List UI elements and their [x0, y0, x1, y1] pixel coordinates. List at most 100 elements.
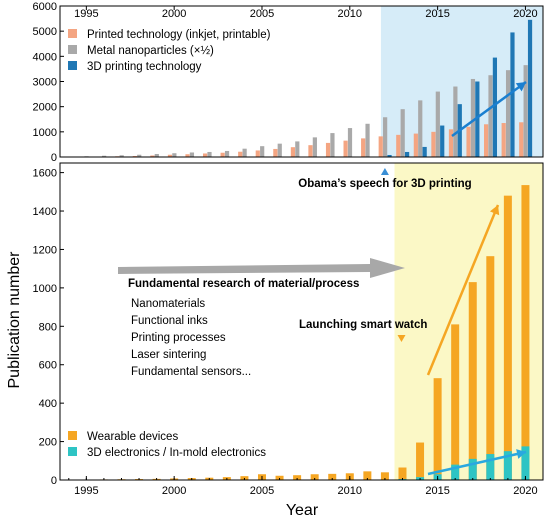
bottom-x-tick-label-2005: 2005	[250, 485, 274, 497]
wearable-trend-arrow	[426, 204, 500, 376]
fundamental-item: Nanomaterials	[131, 298, 205, 310]
top-bar-metal-2015	[435, 91, 440, 157]
top-y-tick-label-2000: 2000	[33, 102, 57, 114]
bottom-bar-wearable-2011	[363, 471, 372, 480]
y-axis-label: Publication number	[6, 251, 23, 389]
bottom-bar-wearable-2019	[503, 195, 512, 480]
3d-electronics-trend-arrow-head	[516, 449, 526, 459]
obama-triangle-marker	[380, 168, 389, 175]
top-bar-metal-1996	[102, 155, 107, 157]
bottom-bar-wearable-2016	[451, 324, 460, 480]
bottom-bar-wearable-2018	[486, 256, 495, 480]
top-bar-metal-2014	[418, 100, 423, 158]
fundamental-item: Laser sintering	[131, 349, 206, 361]
top-x-tick-label-2015: 2015	[425, 8, 449, 20]
top-bar-printed-2008	[308, 145, 313, 157]
bottom-panel-frame	[59, 162, 544, 481]
bottom-panel-highlight-region	[394, 163, 543, 480]
legend-label-metal: Metal nanoparticles (×½)	[87, 45, 214, 57]
top-bar-printed-2010	[343, 140, 348, 157]
top-bar-metal-2004	[242, 148, 247, 157]
top-y-tick-label-3000: 3000	[33, 77, 57, 89]
bottom-bar-wearable-2009	[328, 473, 337, 480]
top-bar-metal-2005	[260, 146, 265, 157]
legend-label-wearable: Wearable devices	[87, 431, 178, 443]
top-bar-printed-2009	[325, 142, 331, 157]
top-y-tick-label-0: 0	[51, 152, 57, 164]
top-bar-printed-2016	[448, 129, 454, 157]
top-y-tick-label-5000: 5000	[33, 26, 57, 38]
bottom-x-tick-label-2010: 2010	[338, 485, 362, 497]
legend-swatch-printed	[68, 29, 77, 38]
top-bar-printed-2019	[501, 123, 506, 157]
legend-label-3d-printing: 3D printing technology	[87, 61, 202, 73]
wearable-trend-arrow-head	[489, 205, 500, 216]
bottom-bar-3d-electronics-2020	[521, 446, 530, 480]
top-bar-3d-2018	[492, 57, 498, 158]
top-bar-printed-1998	[132, 155, 137, 157]
top-bar-printed-1999	[150, 155, 155, 157]
annotations: Obama’s speech for 3D printing Fundament…	[118, 80, 527, 476]
top-bar-3d-2012	[387, 154, 392, 157]
fundamental-research-title: Fundamental research of material/process	[128, 278, 359, 290]
top-bar-3d-2019	[510, 32, 515, 157]
top-bar-metal-1997	[119, 155, 124, 157]
top-3d-printing-trend-arrow-head	[515, 82, 526, 92]
legend-label-3d-electronics: 3D electronics / In-mold electronics	[87, 447, 266, 459]
fundamental-research-list: Nanomaterials Functional inks Printing pro…	[131, 298, 251, 378]
top-bar-3d-2014	[422, 146, 427, 157]
bottom-y-tick-label-1600: 1600	[33, 168, 57, 180]
top-x-tick-label-1995: 1995	[74, 8, 98, 20]
bottom-y-tick-label-400: 400	[39, 398, 57, 410]
top-bar-printed-2000	[167, 154, 173, 157]
fundamental-research-arrow	[118, 258, 405, 278]
x-axis-label: Year	[286, 502, 319, 519]
top-panel-axes: 1995 2000 2005 2010 2015 2020 0 1000 2000 3000 400…	[33, 1, 538, 164]
legend-label-printed: Printed technology (inkjet, printable)	[87, 29, 271, 41]
legend-swatch-3d-electronics	[68, 447, 77, 456]
bottom-bar-3d-electronics-2016	[451, 464, 460, 480]
top-bar-metal-2002	[207, 151, 212, 157]
top-bar-printed-2018	[484, 124, 489, 157]
top-bar-printed-2014	[413, 133, 418, 157]
top-bar-printed-2020	[519, 122, 524, 157]
fundamental-item: Printing processes	[131, 332, 226, 344]
bottom-bar-3d-electronics-2018	[486, 454, 495, 480]
top-bar-metal-1998	[137, 154, 142, 157]
top-x-tick-label-2005: 2005	[250, 8, 274, 20]
bottom-bar-wearable-2008	[310, 474, 319, 480]
top-bar-3d-2020	[527, 19, 533, 158]
top-bar-printed-2012	[378, 136, 383, 157]
fundamental-item: Functional inks	[131, 315, 208, 327]
top-bar-3d-2017	[475, 81, 480, 157]
top-bar-metal-2008	[312, 137, 317, 157]
top-bar-printed-2013	[396, 134, 401, 157]
bottom-bar-wearable-2012	[380, 472, 389, 480]
top-bar-printed-2015	[431, 131, 436, 157]
top-bar-metal-2009	[330, 133, 335, 157]
top-bar-metal-2017	[470, 78, 476, 157]
bottom-y-tick-label-800: 800	[39, 321, 57, 333]
legend-swatch-metal	[68, 45, 77, 54]
bottom-x-tick-label-2015: 2015	[425, 485, 449, 497]
top-bar-metal-2001	[189, 152, 195, 157]
bottom-bar-3d-electronics-2019	[503, 451, 512, 480]
top-bar-metal-2000	[172, 153, 177, 157]
top-bar-metal-2006	[277, 143, 282, 157]
legend-swatch-3d-printing	[68, 61, 77, 70]
bottom-bar-wearable-2006	[275, 475, 284, 480]
bottom-y-tick-label-1400: 1400	[33, 206, 57, 218]
bottom-bar-3d-electronics-2017	[468, 458, 477, 480]
top-bar-3d-2013	[404, 151, 410, 157]
3d-electronics-trend-arrow	[427, 450, 527, 476]
bottom-panel-bars	[82, 185, 530, 480]
top-bar-printed-2001	[185, 154, 190, 157]
top-bar-printed-2011	[361, 138, 366, 157]
legend-swatch-wearable	[68, 431, 77, 440]
bottom-bar-wearable-2014	[416, 442, 425, 480]
bottom-y-tick-label-0: 0	[51, 475, 57, 487]
trend-arrows	[426, 80, 527, 476]
top-bar-metal-1999	[154, 153, 159, 157]
top-bar-metal-2013	[400, 109, 405, 157]
